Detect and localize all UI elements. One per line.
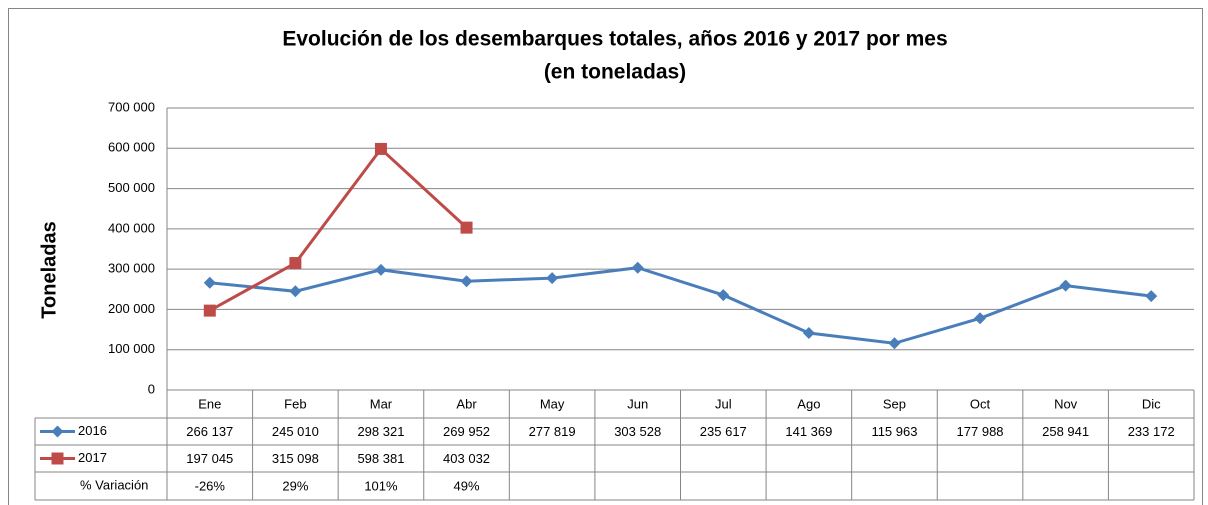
table-value: 266 137 (186, 424, 233, 439)
legend-label: 2016 (78, 423, 107, 438)
table-value: 49% (454, 478, 480, 493)
table-value: 141 369 (785, 424, 832, 439)
marker (888, 337, 901, 350)
table-value: 29% (282, 478, 308, 493)
marker (1145, 290, 1158, 303)
marker (802, 327, 815, 340)
table-value: 277 819 (529, 424, 576, 439)
y-axis-label: Toneladas (38, 221, 60, 318)
chart-subtitle: (en toneladas) (544, 61, 686, 84)
table-value: 315 098 (272, 451, 319, 466)
y-tick-label: 400 000 (108, 220, 155, 235)
x-tick-label: Dic (1142, 396, 1161, 411)
marker (51, 452, 64, 465)
marker (546, 272, 559, 285)
table-value: 177 988 (957, 424, 1004, 439)
table-value: 258 941 (1042, 424, 1089, 439)
table-value: 298 321 (357, 424, 404, 439)
marker (203, 276, 216, 289)
table-value: 115 963 (871, 424, 917, 439)
table-value: 403 032 (443, 451, 490, 466)
legend-label: 2017 (78, 450, 107, 465)
marker (460, 275, 473, 288)
marker (51, 425, 64, 438)
marker (460, 221, 473, 234)
marker (1059, 279, 1072, 292)
x-tick-label: Sep (883, 396, 906, 411)
x-tick-label: Nov (1054, 396, 1078, 411)
marker (631, 261, 644, 274)
series-line (209, 266, 1152, 345)
x-tick-label: Feb (284, 396, 306, 411)
table-value: 269 952 (443, 424, 490, 439)
table-value: 598 381 (357, 451, 404, 466)
table-row-label: % Variación (80, 477, 148, 492)
table-value: 235 617 (700, 424, 747, 439)
y-tick-label: 700 000 (108, 99, 155, 114)
y-tick-label: 500 000 (108, 180, 155, 195)
chart-title: Evolución de los desembarques totales, a… (282, 28, 947, 51)
y-tick-label: 200 000 (108, 301, 155, 316)
y-tick-label: 600 000 (108, 140, 155, 155)
marker (203, 304, 216, 317)
marker (374, 263, 387, 276)
x-tick-label: Abr (456, 396, 477, 411)
x-tick-label: Jul (715, 396, 732, 411)
table-value: 233 172 (1128, 424, 1175, 439)
x-tick-label: Ago (797, 396, 820, 411)
table-value: -26% (195, 478, 226, 493)
y-tick-label: 300 000 (108, 261, 155, 276)
marker (289, 285, 302, 298)
marker (374, 142, 387, 155)
x-tick-label: Oct (970, 396, 991, 411)
y-tick-label: 0 (148, 381, 155, 396)
y-tick-label: 100 000 (108, 341, 155, 356)
table-value: 303 528 (614, 424, 661, 439)
x-tick-label: Ene (198, 396, 221, 411)
table-value: 101% (364, 478, 398, 493)
marker (717, 289, 730, 302)
marker (289, 257, 302, 270)
x-tick-label: Mar (370, 396, 393, 411)
table-value: 245 010 (272, 424, 319, 439)
x-tick-label: Jun (627, 396, 648, 411)
x-tick-label: May (540, 396, 565, 411)
marker (974, 312, 987, 325)
table-value: 197 045 (186, 451, 233, 466)
series-line (209, 146, 468, 312)
chart-border (8, 8, 1203, 505)
